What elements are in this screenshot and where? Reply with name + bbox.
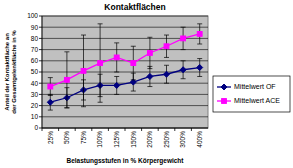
series-line xyxy=(50,68,199,103)
error-bar xyxy=(181,61,186,79)
marker xyxy=(164,44,169,49)
error-bar xyxy=(147,37,152,68)
error-bar xyxy=(147,66,152,86)
marker xyxy=(114,82,120,88)
x-tick xyxy=(58,128,59,131)
y-tick-label: 70 xyxy=(31,46,39,53)
y-tick xyxy=(39,72,42,73)
x-tick-label: 150% xyxy=(130,131,137,148)
x-tick-label: 250% xyxy=(163,131,170,148)
error-bar xyxy=(164,35,169,57)
y-tick xyxy=(39,94,42,95)
x-tick-label: 400% xyxy=(196,131,203,148)
chart: 0 10 20 30 40 50 60 70 80 90 100 25% 50% 75% 100% 125% 1… xyxy=(0,0,293,168)
x-tick-label: 300% xyxy=(179,131,186,148)
marker xyxy=(48,84,53,89)
x-tick xyxy=(108,128,109,131)
y-tick-label: 0 xyxy=(34,124,38,131)
error-bar xyxy=(48,94,53,110)
error-bar xyxy=(64,52,69,108)
y-tick-label: 60 xyxy=(31,57,39,64)
marker xyxy=(114,55,119,60)
title: Kontaktflächen xyxy=(104,2,165,12)
marker xyxy=(180,67,186,73)
x-tick xyxy=(91,128,92,131)
error-bar xyxy=(114,43,119,72)
x-tick xyxy=(75,128,76,131)
x-tick-label: 50% xyxy=(63,131,70,144)
legend-label: Mittelwert OF xyxy=(234,83,276,90)
y-axis-label-line: der Gesamtgelenkfläche in % xyxy=(11,30,17,114)
x-tick xyxy=(158,128,159,131)
error-bar xyxy=(81,35,86,107)
x-tick-label: 25% xyxy=(47,131,54,144)
y-tick-label: 90 xyxy=(31,24,39,31)
legend-marker xyxy=(222,99,227,104)
error-bar xyxy=(164,65,169,83)
x-tick xyxy=(42,128,43,131)
error-bar xyxy=(181,27,186,49)
y-tick-label: 10 xyxy=(31,113,39,120)
grid-line xyxy=(42,16,208,17)
x-tick xyxy=(141,128,142,131)
y-tick-label: 20 xyxy=(31,102,39,109)
error-bar xyxy=(48,78,53,96)
marker xyxy=(148,51,153,56)
legend-marker xyxy=(221,84,227,90)
error-bar xyxy=(114,76,119,94)
marker xyxy=(65,77,70,82)
error-bar xyxy=(197,24,202,44)
marker xyxy=(98,61,103,66)
y-tick xyxy=(39,105,42,106)
y-tick xyxy=(39,38,42,39)
y-tick xyxy=(39,83,42,84)
marker xyxy=(47,99,53,105)
y-tick xyxy=(39,49,42,50)
marker xyxy=(131,61,136,66)
y-tick xyxy=(39,128,42,129)
error-bar xyxy=(98,24,103,102)
y-axis-label-line: Anteil der Kontaktfläche an xyxy=(4,33,10,111)
marker xyxy=(197,32,202,37)
x-tick-label: 125% xyxy=(113,131,120,148)
y-tick-label: 50 xyxy=(31,68,39,75)
x-tick-label: 100% xyxy=(96,131,103,148)
error-bar xyxy=(131,46,136,80)
x-tick-label: 200% xyxy=(146,131,153,148)
x-tick xyxy=(174,128,175,131)
x-tick xyxy=(125,128,126,131)
x-axis-label: Belastungsstufen in % Körpergewicht xyxy=(66,157,184,165)
marker xyxy=(181,36,186,41)
x-tick-label: 75% xyxy=(80,131,87,144)
marker xyxy=(81,68,86,73)
y-tick xyxy=(39,27,42,28)
plot-area xyxy=(42,16,208,128)
legend xyxy=(213,76,290,112)
y-tick-label: 30 xyxy=(31,91,39,98)
marker xyxy=(164,71,170,77)
marker xyxy=(197,65,203,71)
grid-line xyxy=(42,116,208,117)
y-tick-label: 100 xyxy=(27,12,38,19)
y-tick-label: 80 xyxy=(31,35,39,42)
series-line xyxy=(50,34,199,87)
y-axis xyxy=(42,16,43,128)
x-tick xyxy=(191,128,192,131)
y-tick xyxy=(39,16,42,17)
marker xyxy=(147,73,153,79)
legend-label: Mittelwert ACE xyxy=(234,97,280,104)
data-group xyxy=(47,24,202,110)
error-bar xyxy=(197,59,202,77)
y-tick-label: 40 xyxy=(31,80,39,87)
y-axis-label: Anteil der Kontaktfläche ander Gesamtgel… xyxy=(4,30,17,114)
y-tick xyxy=(39,116,42,117)
y-tick xyxy=(39,60,42,61)
